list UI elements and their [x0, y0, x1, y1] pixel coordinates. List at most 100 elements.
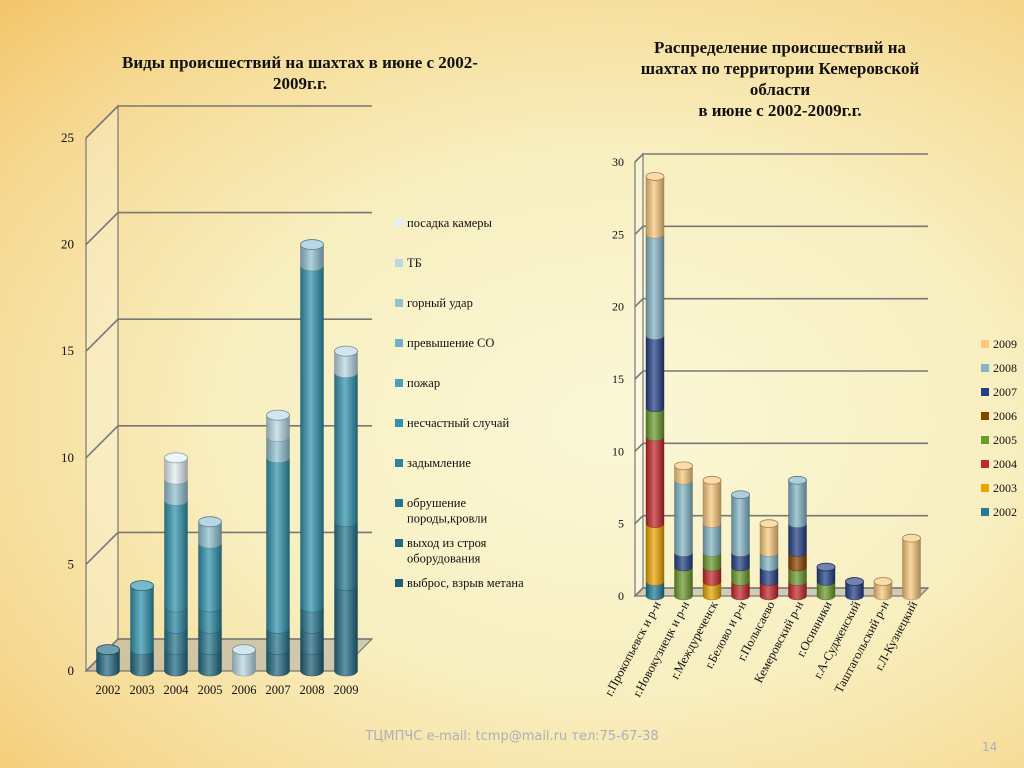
bar-segment-горный-удар [164, 478, 188, 506]
bar-г-новокузнецк-и-р-н [674, 461, 693, 601]
bar-segment-2005 [702, 552, 722, 572]
bar-segment-задымление [198, 606, 222, 634]
legend-swatch-превышение-со [395, 339, 403, 347]
legend-swatch-посадка-камеры [395, 219, 403, 227]
legend-swatch-пожар [395, 379, 403, 387]
bar-segment-2004 [702, 566, 722, 586]
bar-segment-несчастный-случай [266, 457, 290, 634]
legend-swatch-выброс-взрыв-метана [395, 579, 403, 587]
bar-segment-обрушение-породы-кровли [198, 628, 222, 655]
bar-segment-обрушение-породы-кровли [266, 628, 290, 655]
bar-segment-2007 [816, 566, 836, 586]
legend-label: 2007 [993, 385, 1017, 399]
bar-segment-несчастный-случай [198, 542, 222, 613]
legend-label: горный удар [407, 296, 473, 310]
bar-top-cap [759, 519, 779, 529]
bar-таштагольский-р-н [873, 577, 893, 601]
bar-2002 [96, 644, 120, 677]
bar-2003 [130, 580, 154, 677]
bar-г-л-кузнецкий [902, 533, 921, 601]
bar-segment-задымление [164, 606, 188, 634]
right-title-line-3: области [749, 80, 811, 99]
legend-label: 2008 [993, 361, 1017, 375]
gridline [634, 442, 928, 452]
gridline [634, 514, 928, 525]
gridline [85, 211, 372, 246]
bar-top-cap [232, 644, 256, 656]
bar-segment-2009 [902, 537, 921, 601]
gridline [85, 105, 372, 139]
bar-segment-несчастный-случай [130, 585, 154, 655]
x-tick-label: 2004 [164, 683, 190, 697]
legend-swatch-2009 [981, 340, 989, 348]
bar-segment-2003 [702, 581, 722, 601]
bar-segment-тб [232, 649, 256, 677]
legend-label: 2004 [993, 457, 1017, 471]
y-tick-label: 10 [61, 450, 74, 465]
legend-label: 2005 [993, 433, 1017, 447]
bar-top-cap [731, 490, 750, 500]
y-tick-label: 30 [612, 155, 624, 169]
legend-label: обрушение породы,кровли [407, 496, 488, 526]
bar-2005 [198, 516, 222, 677]
legend-label: посадка камеры [407, 216, 493, 230]
bar-2009 [334, 345, 358, 677]
bar-segment-несчастный-случай [300, 265, 324, 613]
legend-label: 2009 [993, 337, 1017, 351]
gridline [634, 225, 928, 235]
right-chart-title: Распределение происшествий на шахтах по … [590, 37, 970, 121]
bar-2007 [266, 409, 290, 677]
gridline [634, 153, 928, 163]
y-tick-label: 0 [68, 663, 75, 678]
legend-swatch-несчастный-случай [395, 419, 403, 427]
x-tick-label: 2007 [266, 683, 291, 697]
legend-swatch-горный-удар [395, 299, 403, 307]
x-tick-label: 2002 [96, 683, 121, 697]
bar-segment-2004 [759, 581, 779, 601]
right-title-line-4: в июне с 2002-2009г.г. [698, 101, 862, 120]
legend-label: ТБ [407, 256, 422, 270]
bar-segment-2008 [731, 494, 750, 557]
bar-segment-несчастный-случай [334, 372, 358, 527]
bar-segment-горный-удар [266, 436, 290, 464]
bar-segment-2007 [645, 335, 665, 413]
bar-segment-2004 [731, 581, 750, 601]
bar-г-междуреченск [702, 475, 722, 601]
bar-2004 [164, 452, 188, 677]
bar-segment-несчастный-случай [164, 500, 188, 613]
bar-segment-2008 [759, 552, 779, 572]
bar-segment-горный-удар [198, 521, 222, 549]
bar-segment-тб [334, 351, 358, 378]
legend-swatch-2005 [981, 436, 989, 444]
bar-г-белово-и-р-н [731, 490, 750, 601]
bar-segment-2006 [788, 552, 807, 572]
y-tick-label: 5 [618, 517, 624, 531]
x-tick-label: 2006 [232, 683, 257, 697]
bar-г-прокопьевск-и-р-н [645, 172, 665, 601]
bar-segment-обрушение-породы-кровли [300, 606, 324, 634]
bar-top-cap [645, 172, 665, 181]
bar-segment-посадка-камеры [164, 457, 188, 485]
legend-label: задымление [407, 456, 471, 470]
legend-swatch-2006 [981, 412, 989, 420]
bar-segment-выход-из-строя-оборудования [266, 649, 290, 677]
bar-top-cap [873, 577, 893, 586]
slide-number: 14 [982, 740, 998, 754]
y-tick-label: 15 [612, 372, 624, 386]
bar-segment-выход-из-строя-оборудования [334, 585, 358, 677]
legend-label: 2006 [993, 409, 1017, 423]
bar-segment-2009 [873, 581, 893, 601]
legend-swatch-выход-из-строя-оборудования [395, 539, 403, 547]
legend-swatch-задымление [395, 459, 403, 467]
bar-segment-выход-из-строя-оборудования [130, 649, 154, 677]
y-tick-label: 20 [612, 300, 624, 314]
left-chart-title: Виды происшествий на шахтах в июне с 200… [122, 53, 478, 93]
bar-segment-2008 [674, 480, 693, 557]
bar-top-cap [816, 562, 836, 572]
bar-top-cap [300, 239, 324, 251]
legend-swatch-2004 [981, 460, 989, 468]
bar-segment-2004 [788, 581, 807, 601]
bar-segment-2007 [674, 552, 693, 572]
bar-segment-обрушение-породы-кровли [334, 521, 358, 591]
